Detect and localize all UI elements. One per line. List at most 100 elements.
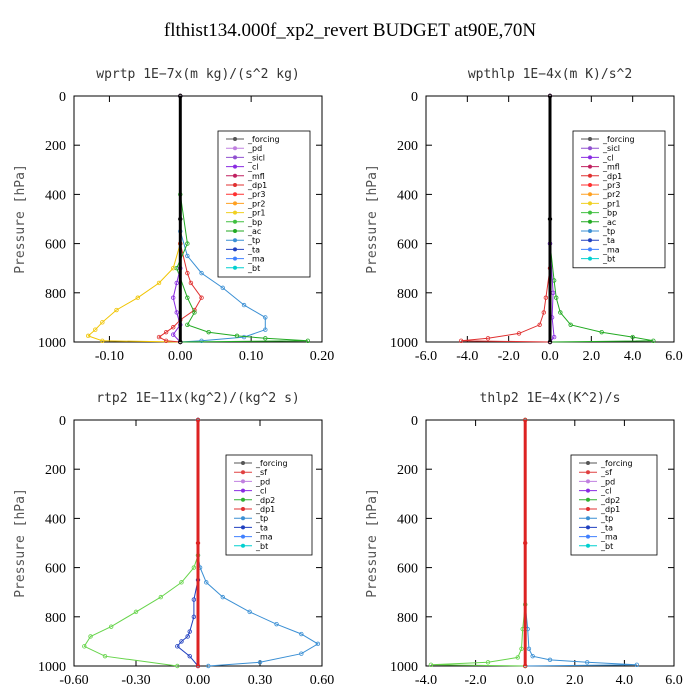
panel-title: thlp2 1E−4x(K^2)/s [480,391,621,406]
panel-title: rtp2 1E−11x(kg^2)/(kg^2 s) [96,391,300,406]
series-point [192,310,197,315]
series-point [135,295,140,300]
series-point [651,338,656,343]
x-tick-label: -4.0 [456,349,478,364]
x-tick-label: -6.0 [415,349,437,364]
series-point [523,540,528,546]
series-point [220,594,225,600]
y-tick-label: 1000 [390,336,418,351]
series-point [554,295,559,300]
legend-entry: _dp1 [600,505,620,514]
legend-marker [233,155,237,160]
legend-marker [586,525,590,530]
legend-marker [233,173,237,178]
legend-marker [233,229,237,233]
x-tick-label: -0.30 [121,673,150,688]
legend-entry: _mfl [247,172,265,181]
series-point [220,285,225,291]
series-point [241,302,247,308]
y-tick-label: 0 [59,90,66,105]
legend-marker [233,247,237,252]
y-tick-label: 1000 [38,660,66,675]
series-point [114,307,119,313]
series-point [547,93,553,99]
y-axis-label: Pressure [hPa] [13,164,28,274]
series-point [199,270,204,276]
series-point [530,653,535,659]
legend-entry: _forcing [600,459,633,468]
legend-marker [233,219,237,224]
series-point [191,565,197,570]
legend-marker [233,238,237,243]
series-point [523,663,528,669]
series-point [195,663,201,669]
y-tick-label: 800 [397,611,418,626]
legend-entry: _ac [602,218,616,227]
series-point [170,332,176,337]
series-point [163,329,169,335]
x-tick-label: 0.0 [541,349,559,364]
x-tick-label: 6.0 [665,673,683,688]
series-point [100,338,105,343]
series-point [178,216,183,222]
legend-entry: _cl [247,163,259,172]
legend-entry: _tp [602,227,615,236]
chart-panel-3: rtp2 1E−11x(kg^2)/(kg^2 s) -0.60 -0.30 0.00… [13,391,334,688]
series-point [82,644,87,649]
x-tick-label: 0.10 [239,349,264,364]
y-tick-label: 0 [411,414,418,429]
series-point [133,609,139,615]
legend-entry: _bt [600,542,613,551]
x-tick-label: 0.60 [310,673,335,688]
series-point [519,646,524,651]
legend-marker [588,146,592,151]
legend-entry: _sf [600,468,612,477]
series-point [263,327,268,332]
series-point [156,334,162,340]
legend-entry: _forcing [247,135,280,144]
legend-marker [586,516,590,521]
legend-marker [586,497,590,502]
x-tick-label: 0.00 [186,673,211,688]
x-tick-label: -0.60 [59,673,88,688]
series-point [263,315,268,320]
series-point [199,338,204,343]
legend-marker [588,238,592,243]
series-point [428,662,434,667]
series-point [102,653,108,659]
legend-marker [588,201,592,206]
y-axis-label: Pressure [hPa] [13,488,28,598]
series-line-pr2 [87,96,181,343]
legend-entry: _pr1 [247,209,265,218]
series-point [174,310,179,315]
legend-marker [241,516,245,521]
legend-marker [588,137,592,141]
legend-marker [241,525,245,530]
series-point [199,295,204,300]
x-tick-label: 0.20 [310,349,335,364]
legend-entry: _bt [255,542,268,551]
legend-marker [588,219,592,224]
series-point [234,333,240,339]
series-point [85,333,91,339]
legend-marker [233,137,237,141]
series-point [191,614,197,619]
x-tick-label: -2.0 [465,673,487,688]
series-point [185,270,190,276]
series-point [206,329,211,335]
series-point [175,663,180,669]
legend-entry: _bt [247,264,260,273]
legend-entry: _forcing [255,459,288,468]
series-point [187,653,192,659]
x-tick-label: 0.00 [168,349,193,364]
legend-marker [588,183,592,187]
series-line-dp1 [83,420,199,667]
y-tick-label: 600 [397,562,418,577]
legend-entry: _ta [255,523,268,532]
series-point [185,241,190,246]
legend-entry: _dp1 [247,181,267,190]
series-point [191,597,197,602]
series-point [188,280,194,286]
y-tick-label: 200 [397,139,418,154]
series-point [179,639,184,644]
